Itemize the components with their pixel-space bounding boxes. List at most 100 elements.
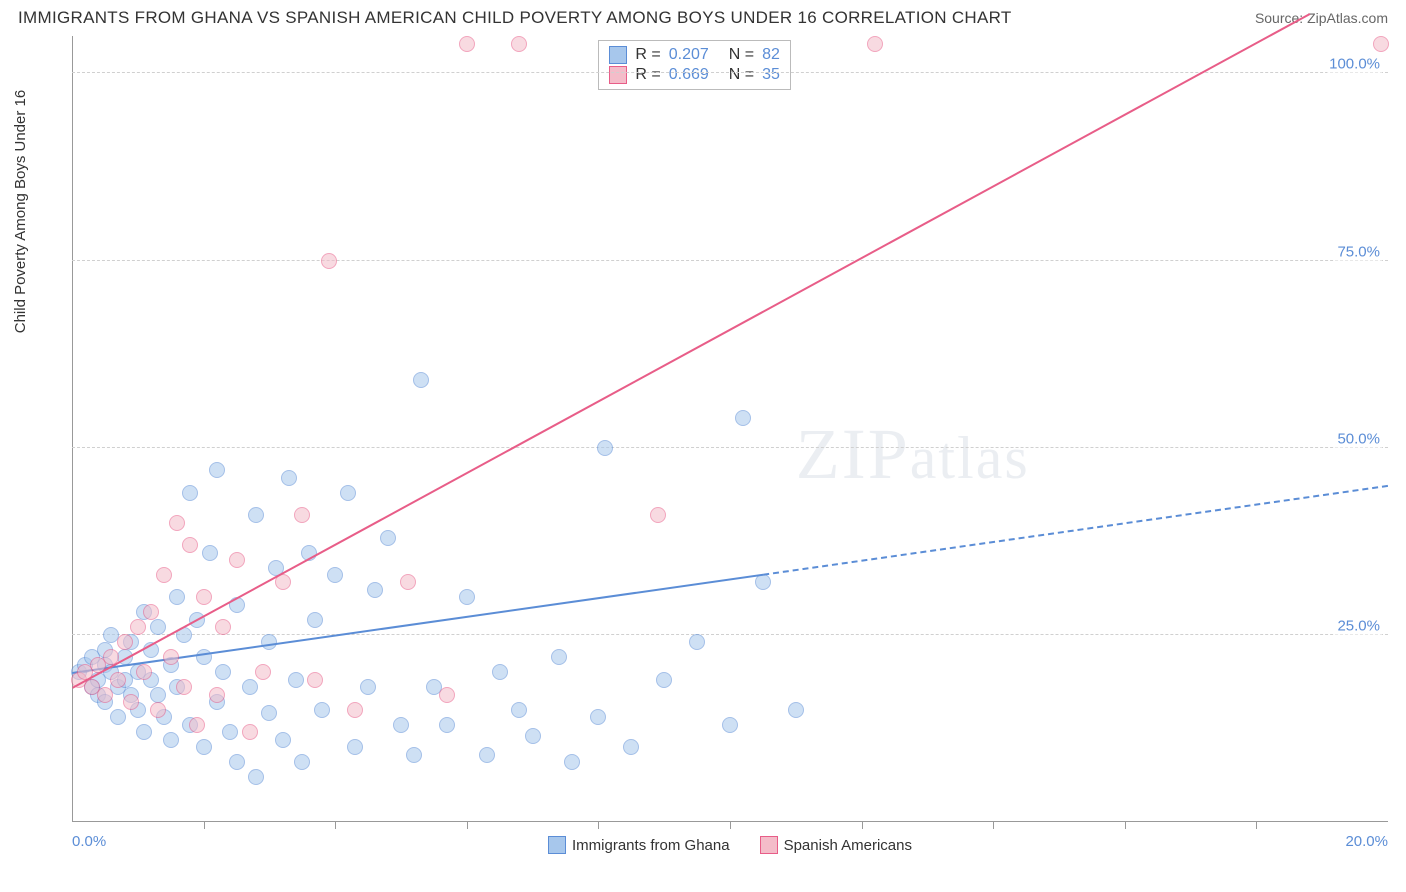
data-point	[564, 754, 580, 770]
data-point	[307, 672, 323, 688]
data-point	[367, 582, 383, 598]
watermark: ZIPatlas	[796, 413, 1030, 496]
r-label: R =	[635, 66, 660, 84]
data-point	[314, 702, 330, 718]
gridline	[72, 447, 1388, 448]
data-point	[229, 754, 245, 770]
legend-swatch	[548, 836, 566, 854]
data-point	[1373, 36, 1389, 52]
legend-label: Immigrants from Ghana	[572, 837, 730, 854]
data-point	[117, 634, 133, 650]
y-tick-label: 75.0%	[1335, 243, 1382, 260]
data-point	[136, 664, 152, 680]
data-point	[196, 589, 212, 605]
data-point	[150, 687, 166, 703]
n-label: N =	[729, 66, 754, 84]
correlation-legend: R =0.207N =82R =0.669N =35	[598, 40, 791, 90]
data-point	[511, 702, 527, 718]
data-point	[242, 679, 258, 695]
data-point	[511, 36, 527, 52]
data-point	[248, 769, 264, 785]
data-point	[150, 619, 166, 635]
legend-row: R =0.669N =35	[609, 65, 780, 85]
y-tick-label: 50.0%	[1335, 430, 1382, 447]
data-point	[590, 709, 606, 725]
data-point	[321, 253, 337, 269]
chart-title: IMMIGRANTS FROM GHANA VS SPANISH AMERICA…	[18, 8, 1012, 28]
data-point	[867, 36, 883, 52]
data-point	[347, 702, 363, 718]
data-point	[597, 440, 613, 456]
n-value: 82	[762, 46, 780, 64]
n-label: N =	[729, 46, 754, 64]
data-point	[242, 724, 258, 740]
data-point	[294, 754, 310, 770]
y-axis-line	[72, 36, 73, 822]
data-point	[275, 732, 291, 748]
data-point	[551, 649, 567, 665]
data-point	[123, 694, 139, 710]
data-point	[281, 470, 297, 486]
data-point	[340, 485, 356, 501]
data-point	[459, 589, 475, 605]
data-point	[439, 687, 455, 703]
data-point	[182, 537, 198, 553]
data-point	[255, 664, 271, 680]
data-point	[143, 604, 159, 620]
data-point	[156, 567, 172, 583]
data-point	[261, 705, 277, 721]
data-point	[788, 702, 804, 718]
data-point	[222, 724, 238, 740]
data-point	[150, 702, 166, 718]
data-point	[380, 530, 396, 546]
data-point	[294, 507, 310, 523]
series-legend: Immigrants from GhanaSpanish Americans	[72, 822, 1388, 854]
data-point	[347, 739, 363, 755]
data-point	[130, 619, 146, 635]
data-point	[169, 589, 185, 605]
data-point	[182, 485, 198, 501]
gridline	[72, 260, 1388, 261]
data-point	[189, 717, 205, 733]
data-point	[689, 634, 705, 650]
data-point	[215, 664, 231, 680]
data-point	[400, 574, 416, 590]
data-point	[248, 507, 264, 523]
data-point	[110, 709, 126, 725]
data-point	[209, 687, 225, 703]
data-point	[215, 619, 231, 635]
x-axis-row: 0.0% 20.0% Immigrants from GhanaSpanish …	[72, 822, 1388, 874]
r-value: 0.207	[669, 46, 709, 64]
data-point	[406, 747, 422, 763]
data-point	[163, 649, 179, 665]
legend-row: R =0.207N =82	[609, 45, 780, 65]
data-point	[656, 672, 672, 688]
legend-swatch	[760, 836, 778, 854]
data-point	[650, 507, 666, 523]
gridline	[72, 72, 1388, 73]
source-credit: Source: ZipAtlas.com	[1255, 10, 1388, 26]
data-point	[288, 672, 304, 688]
data-point	[525, 728, 541, 744]
data-point	[459, 36, 475, 52]
data-point	[202, 545, 218, 561]
y-axis-label: Child Poverty Among Boys Under 16	[12, 90, 29, 333]
data-point	[229, 552, 245, 568]
y-tick-label: 25.0%	[1335, 617, 1382, 634]
x-max-label: 20.0%	[1345, 833, 1388, 850]
r-value: 0.669	[669, 66, 709, 84]
data-point	[479, 747, 495, 763]
legend-swatch	[609, 46, 627, 64]
data-point	[755, 574, 771, 590]
data-point	[110, 672, 126, 688]
data-point	[136, 724, 152, 740]
data-point	[176, 679, 192, 695]
data-point	[327, 567, 343, 583]
plot-area: ZIPatlas R =0.207N =82R =0.669N =35 25.0…	[72, 36, 1388, 822]
legend-item: Immigrants from Ghana	[548, 836, 730, 854]
data-point	[163, 732, 179, 748]
data-point	[393, 717, 409, 733]
data-point	[413, 372, 429, 388]
data-point	[735, 410, 751, 426]
data-point	[196, 739, 212, 755]
